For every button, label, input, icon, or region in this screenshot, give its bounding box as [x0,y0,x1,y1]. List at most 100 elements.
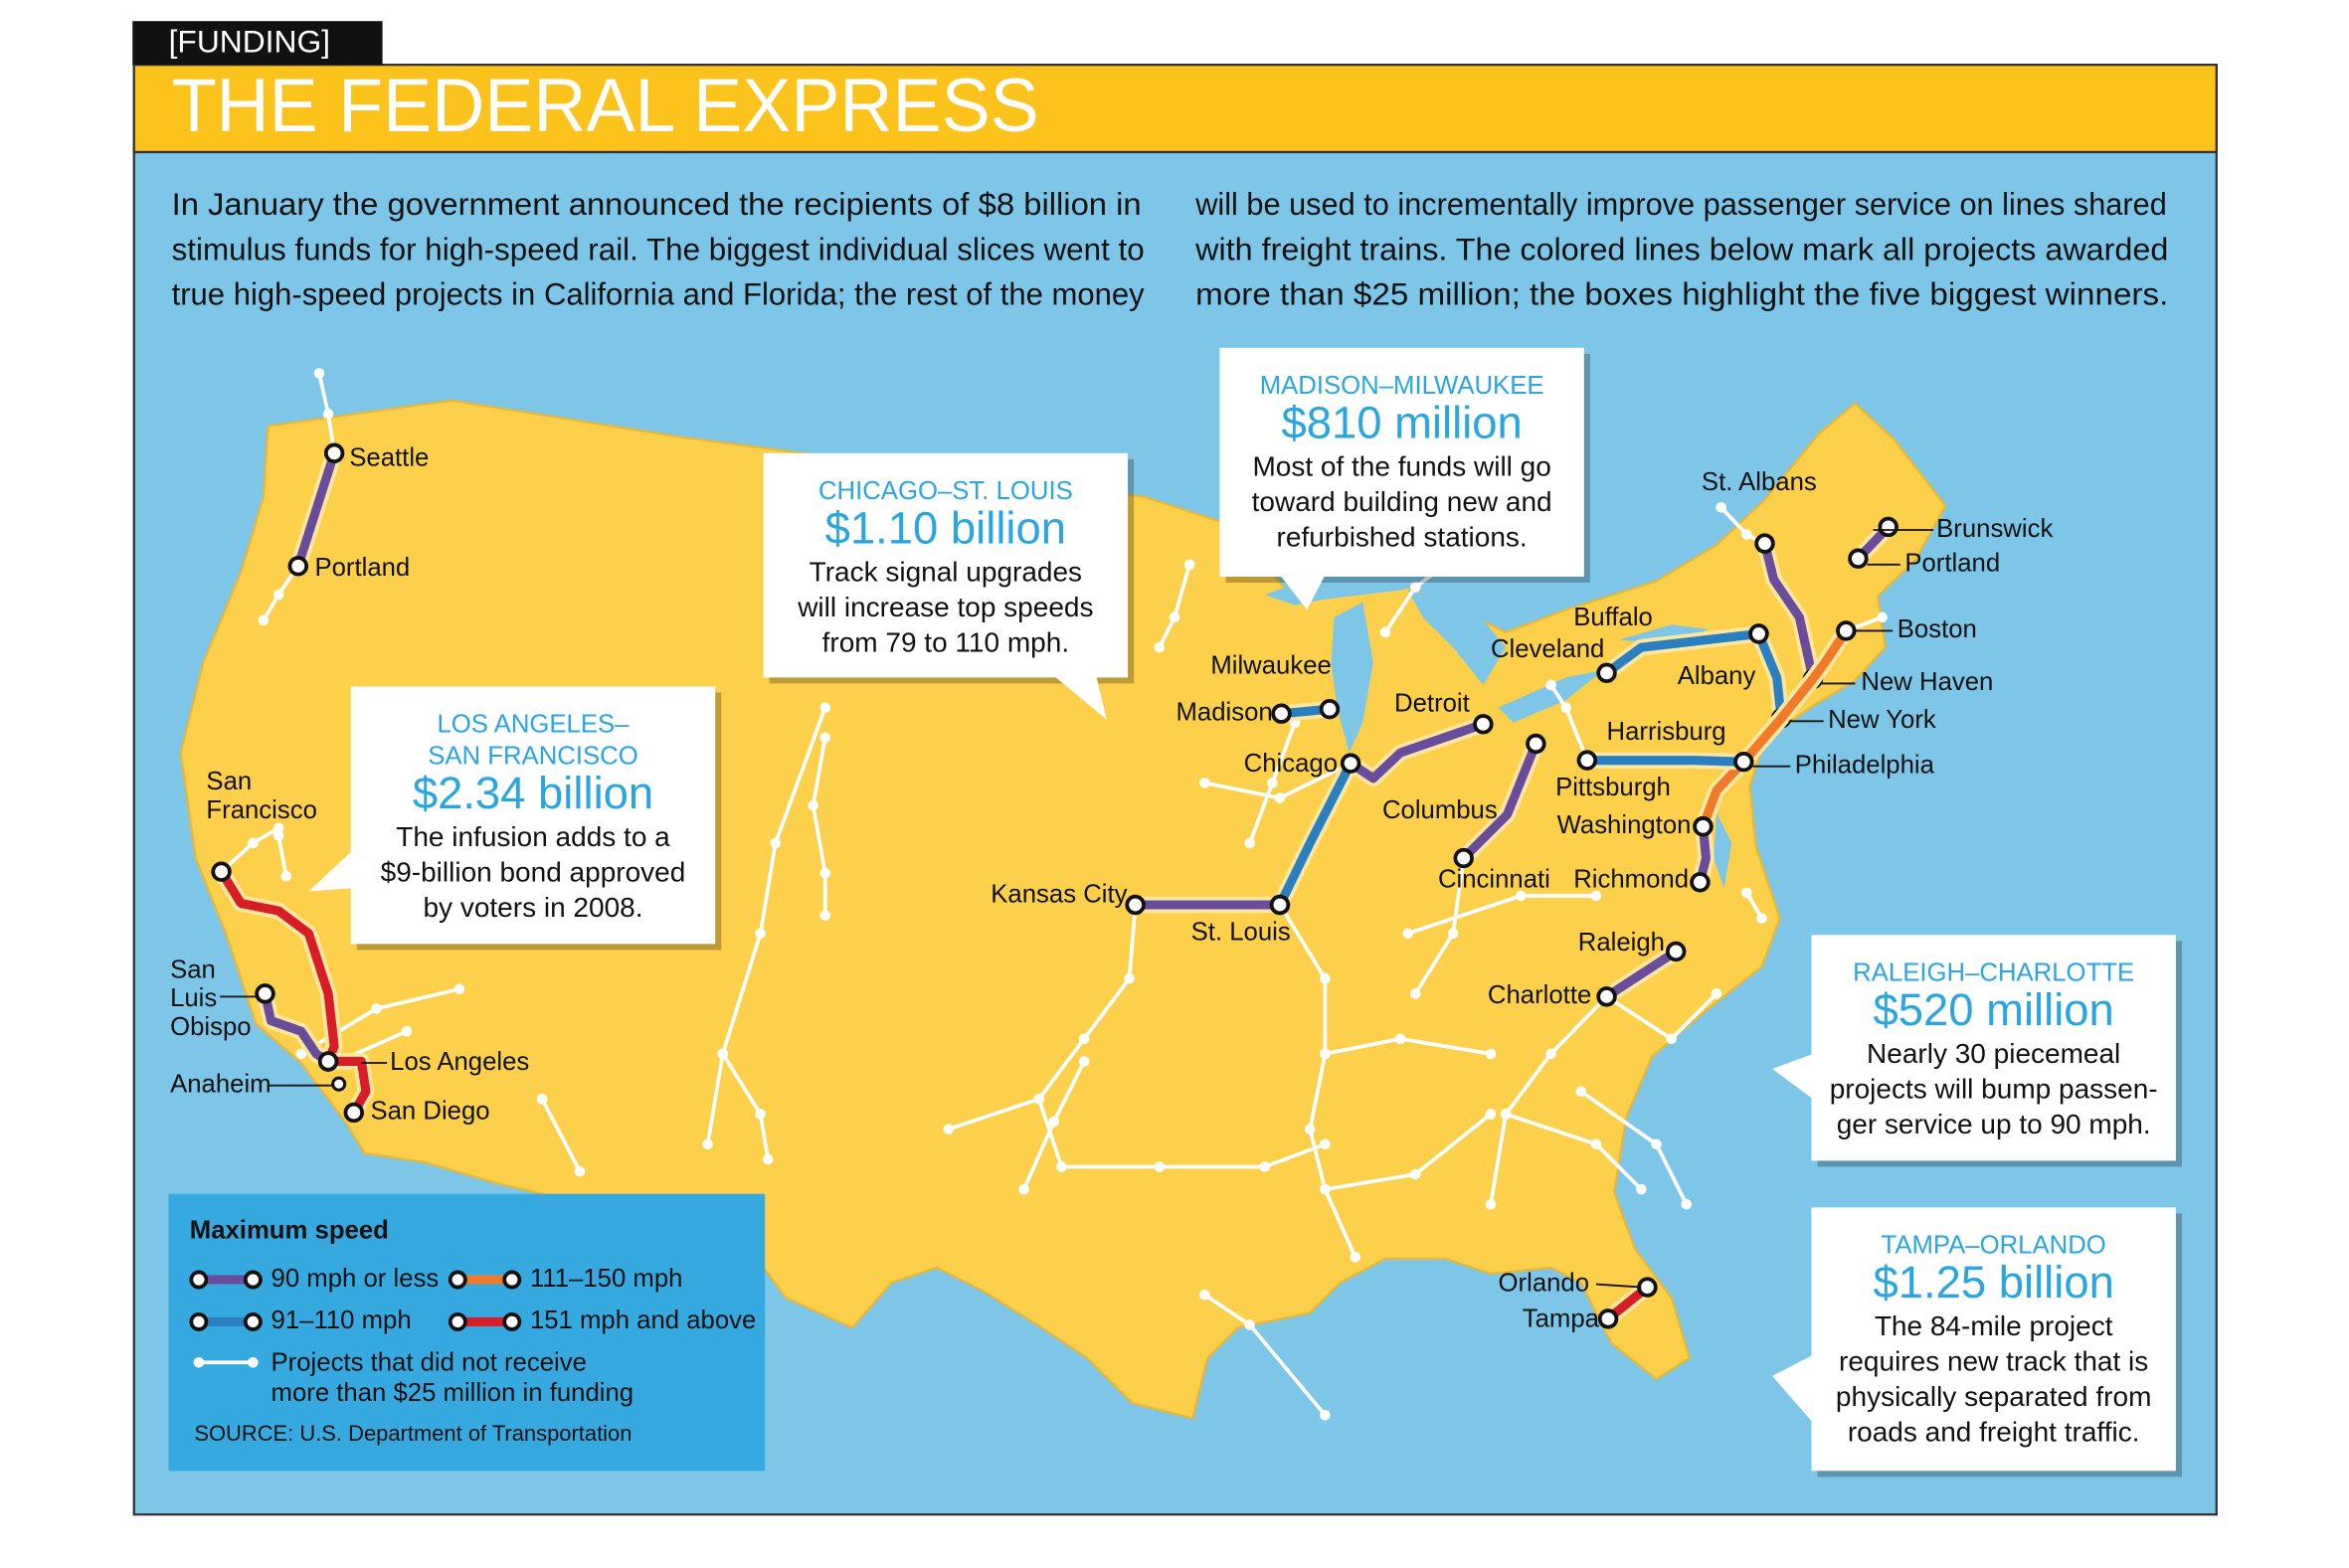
minor-stop [1485,1199,1497,1210]
funded-route [1698,625,1851,831]
intro-line: true high-speed projects in California a… [172,276,1145,312]
minor-stop [248,837,259,849]
funded-route [1753,628,1786,723]
minor-stop [1274,792,1286,803]
legend-label: 111–150 mph [530,1265,682,1293]
callout-box [763,452,1129,678]
minor-stop [717,1048,729,1060]
station [323,442,345,463]
city-label: Detroit [1394,689,1470,717]
station [1848,548,1869,569]
city-label: Richmond [1573,866,1689,894]
legend-box [168,1193,766,1472]
tag: [FUNDING] [169,23,330,59]
minor-stop [258,614,270,626]
minor-stop [453,983,465,995]
city-label: Brunswick [1936,515,2053,543]
city-label: Pittsburgh [1555,774,1671,801]
minor-stop [1320,1183,1331,1195]
minor-stop [1320,1409,1331,1421]
callout-pointer [1772,1354,1813,1423]
city-label: San [206,768,252,795]
legend-stop [502,1270,522,1290]
station [1878,516,1898,538]
city-label: Obispo [170,1013,252,1041]
callout-text: requires new track that is [1839,1345,2148,1376]
station [1748,623,1769,644]
callout-text: $9-billion bond approved [381,856,686,887]
legend-stop [243,1270,263,1290]
city-label: Orlando [1499,1269,1590,1297]
station [343,1102,365,1124]
funded-route [293,448,339,571]
minor-stop [1033,1094,1045,1105]
funded-route [1759,539,1818,684]
callout-amount: $520 million [1874,984,2114,1035]
callout-text: The 84-mile project [1875,1310,2113,1341]
callout-route: SAN FRANCISCO [428,742,638,770]
minor-stop [1485,1048,1497,1060]
legend-stop [189,1270,209,1290]
city-label: Philadelphia [1795,752,1935,780]
callout-text: physically separated from [1836,1381,2151,1412]
legend-label: Projects that did not receive [271,1349,587,1377]
minor-stop [1741,529,1752,540]
minor-stop [1636,1183,1647,1195]
minor-stop [401,1025,413,1037]
callout-amount: $1.10 billion [825,503,1066,554]
minor-stop [1756,913,1767,924]
station [331,1076,347,1092]
station [1526,733,1546,755]
intro-line: will be used to incrementally improve pa… [1194,186,2167,222]
minor-stop [1877,611,1888,623]
minor-stop [1681,1199,1693,1210]
minor-stop [1124,972,1135,984]
legend-stop [448,1270,467,1290]
callout-route: CHICAGO–ST. LOUIS [818,477,1073,505]
legend-title: Maximum speed [190,1216,389,1244]
callout-text: The infusion adds to a [396,821,670,852]
minor-stop [280,870,291,882]
minor-stop [1485,1109,1497,1120]
legend-stop [189,1311,209,1331]
chesapeake-bay [1714,812,1732,889]
station [1596,662,1617,684]
funded-route [1346,719,1488,784]
minor-stop [536,1094,548,1105]
legend-label: 90 mph or less [271,1265,440,1293]
minor-stop [1402,928,1413,940]
city-label: Tampa [1523,1306,1600,1333]
callout-text: projects will bump passen- [1830,1073,2158,1104]
minor-stop [1590,1138,1602,1150]
callout-pointer [1772,1053,1813,1100]
minor-stop [1078,1056,1090,1067]
minor-stop [1711,988,1722,999]
minor-stop [295,1048,307,1060]
station [211,861,232,882]
callout-text: Most of the funds will go [1252,450,1550,481]
station [317,1051,339,1072]
city-label: Madison [1176,699,1273,727]
callout-pointer [1279,575,1326,610]
callout-text: Nearly 30 piecemeal [1867,1038,2120,1069]
callout-text: by voters in 2008. [423,892,642,923]
minor-stop [1048,1116,1060,1128]
station [1576,750,1598,771]
callout-amount: $1.25 billion [1873,1257,2113,1307]
legend-label: more than $25 million in funding [271,1379,634,1407]
lake-michigan [1331,602,1373,754]
legend-stop [193,1356,205,1368]
minor-stop [1198,778,1210,788]
city-label: New Haven [1861,668,1993,696]
minor-stop [1666,1033,1677,1045]
legend-label: 151 mph and above [530,1307,756,1334]
city-label: Milwaukee [1210,652,1332,680]
minor-stop [1409,582,1421,593]
minor-stop [943,1124,955,1134]
callout-text: from 79 to 110 mph. [822,626,1070,657]
minor-stop [1379,626,1391,638]
legend-label: 91–110 mph [271,1307,412,1334]
minor-stop [770,837,782,849]
minor-stop [272,589,284,601]
